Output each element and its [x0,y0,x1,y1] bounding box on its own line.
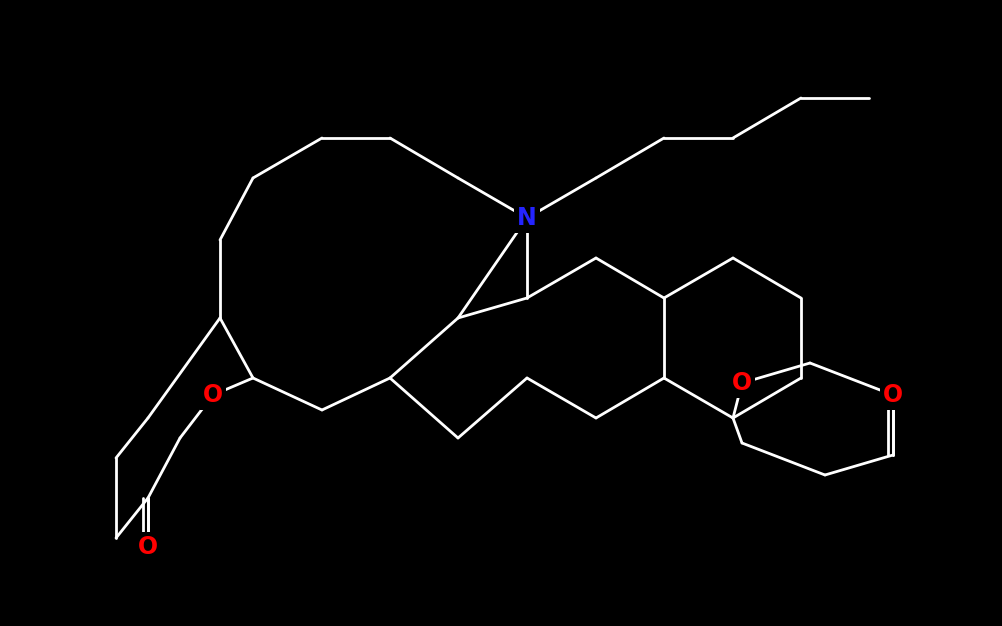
Text: O: O [203,383,223,407]
Text: O: O [138,535,158,559]
Text: O: O [731,371,753,395]
Text: N: N [517,206,537,230]
Text: O: O [883,383,903,407]
